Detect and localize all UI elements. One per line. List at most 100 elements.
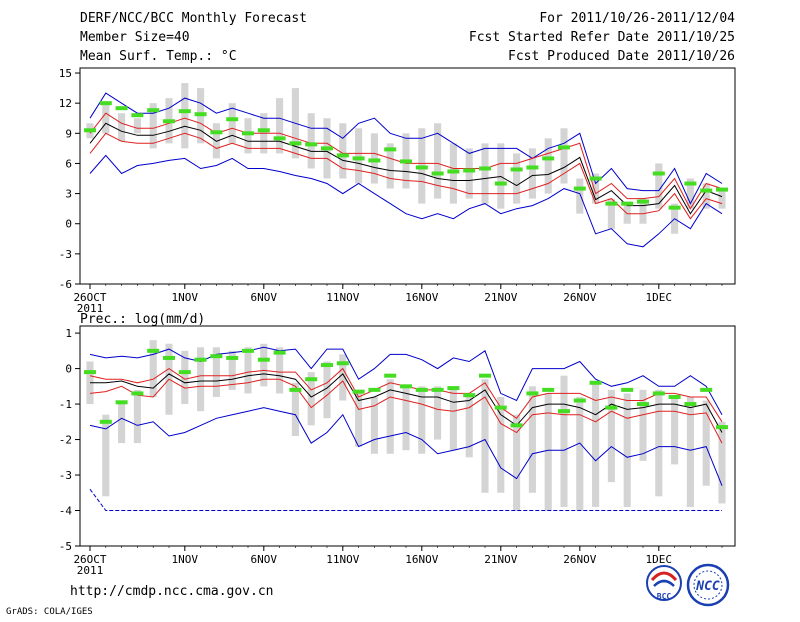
prec-range-box <box>481 379 489 493</box>
prec-climate-mark <box>463 393 476 398</box>
prec-xtick-label: 11NOV <box>326 553 359 566</box>
temp-range-box <box>434 123 442 199</box>
temp-range-box <box>276 98 284 154</box>
temp-climate-mark <box>273 136 286 141</box>
temp-range-box <box>386 143 394 189</box>
prec-climate-mark <box>210 354 223 359</box>
temp-climate-mark <box>510 167 523 172</box>
prec-ytick-label: -5 <box>59 540 72 553</box>
source-url[interactable]: http://cmdp.ncc.cma.gov.cn <box>70 584 274 599</box>
prec-line-min <box>89 407 723 486</box>
prec-range-box <box>212 347 220 397</box>
temp-climate-mark <box>573 186 586 191</box>
prec-range-box <box>149 340 157 397</box>
temp-line-min <box>89 154 723 248</box>
temp-range-box <box>481 143 489 204</box>
temp-range-box <box>244 118 252 154</box>
temp-climate-mark <box>368 158 381 163</box>
prec-xtick-label: 26OCT <box>73 553 106 566</box>
temp-climate-mark <box>99 101 112 106</box>
prec-climate-mark <box>257 357 270 362</box>
temp-xtick-label: 6NOV <box>251 291 278 304</box>
prec-climate-mark <box>115 400 128 405</box>
temp-climate-mark <box>589 176 602 181</box>
prec-climate-mark <box>558 409 570 414</box>
prec-ytick-label: -2 <box>59 434 72 447</box>
prec-xtick-label: 6NOV <box>251 553 278 566</box>
prec-line-lowest <box>89 488 722 511</box>
temp-range-box <box>607 198 615 229</box>
prec-range-box <box>228 350 236 390</box>
ncc-logo-text: NCC <box>695 579 720 594</box>
precipitation-frame <box>79 325 736 547</box>
temp-climate-mark <box>605 201 618 206</box>
prec-climate-mark <box>637 402 649 407</box>
prec-line-lower <box>89 378 723 444</box>
prec-range-box <box>718 421 726 504</box>
prec-ytick-label: -4 <box>59 505 73 518</box>
prec-range-box <box>639 389 647 461</box>
prec-climate-mark <box>494 405 507 410</box>
temp-climate-mark <box>716 187 728 192</box>
prec-range-box <box>355 389 363 447</box>
prec-range-box <box>307 372 315 426</box>
prec-climate-mark <box>431 387 444 392</box>
temp-climate-mark <box>147 108 160 113</box>
temp-range-box <box>592 173 600 204</box>
prec-climate-mark <box>147 348 160 353</box>
prec-climate-mark <box>289 387 302 392</box>
prec-xtick-label: 26NOV <box>563 553 596 566</box>
temp-ytick-label: 6 <box>65 157 72 170</box>
temp-climate-mark <box>558 145 570 150</box>
prec-climate-mark <box>526 391 539 396</box>
prec-range-box <box>623 393 631 507</box>
temperature-frame <box>79 67 736 285</box>
temp-climate-mark <box>415 165 428 170</box>
prec-climate-mark <box>368 387 381 392</box>
prec-climate-mark <box>163 355 175 360</box>
temp-ytick-label: -6 <box>59 278 72 291</box>
temp-climate-mark <box>431 171 444 176</box>
prec-climate-mark <box>652 391 665 396</box>
prec-climate-mark <box>194 357 207 362</box>
temp-range-box <box>133 118 141 134</box>
prec-range-box <box>276 347 284 394</box>
prec-climate-mark <box>479 373 491 378</box>
prec-climate-mark <box>226 355 239 360</box>
prec-xtick-year: 2011 <box>77 564 104 577</box>
temp-range-box <box>702 183 710 209</box>
prec-range-box <box>402 386 410 451</box>
temp-xtick-label: 1NOV <box>172 291 199 304</box>
prec-climate-mark <box>273 350 286 355</box>
prec-range-box <box>465 396 473 458</box>
member-size: Member Size=40 <box>80 30 190 45</box>
prec-range-box <box>671 396 679 465</box>
temp-climate-mark <box>178 109 191 114</box>
prec-climate-mark <box>589 380 602 385</box>
temp-xtick-year: 2011 <box>77 302 104 315</box>
prec-climate-mark <box>99 419 112 424</box>
panel1-title: Mean Surf. Temp.: °C <box>80 49 237 64</box>
prec-range-box <box>528 386 536 493</box>
temp-xtick-label: 21NOV <box>484 291 517 304</box>
prec-range-box <box>260 343 268 387</box>
prec-climate-mark <box>352 389 365 394</box>
prec-range-box <box>102 414 110 497</box>
prec-ytick-label: -3 <box>59 469 72 482</box>
temp-climate-mark <box>494 181 507 186</box>
temp-climate-mark <box>352 156 365 161</box>
temp-climate-mark <box>463 168 476 173</box>
temp-line-max <box>89 92 723 205</box>
prec-xtick-label: 21NOV <box>484 553 517 566</box>
prec-range-box <box>118 400 126 444</box>
prec-climate-mark <box>716 425 728 430</box>
ncc-logo: NCC <box>686 563 730 607</box>
prec-xtick-label: 1DEC <box>646 553 673 566</box>
temp-climate-mark <box>542 156 555 161</box>
temp-climate-mark <box>668 205 681 210</box>
temp-xtick-label: 1DEC <box>646 291 673 304</box>
prec-ytick-label: -1 <box>59 398 72 411</box>
temp-range-box <box>118 113 126 142</box>
temp-range-box <box>576 178 584 214</box>
prec-range-box <box>291 382 299 436</box>
